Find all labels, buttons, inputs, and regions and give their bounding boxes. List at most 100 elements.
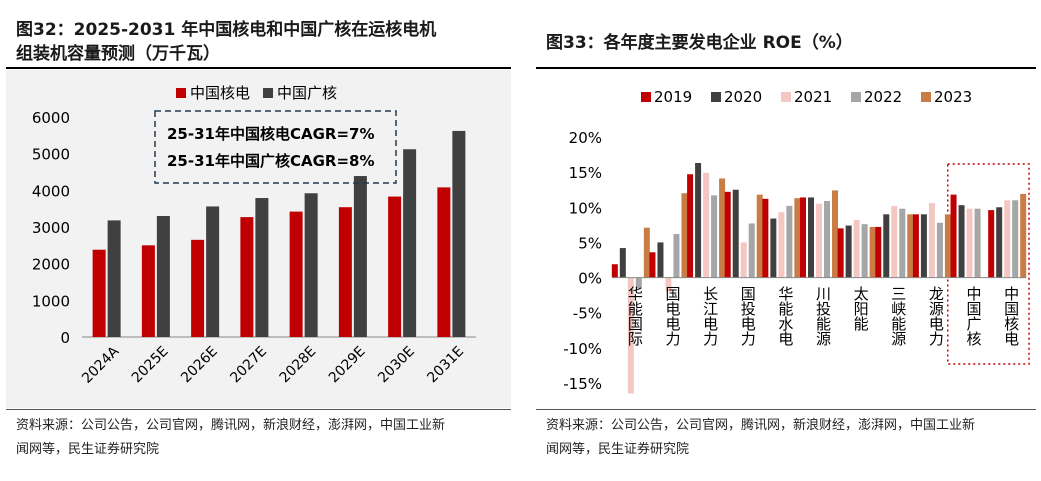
bar-2020 [695,163,702,278]
bar-2022 [974,208,981,278]
highlight-box [946,163,1030,365]
y-tick-label: 2000 [32,256,70,274]
right-source: 资料来源：公司公告，公司官网，腾讯网，新浪财经，澎湃网，中国工业新 闻网等，民生… [546,414,1036,462]
legend-swatch [641,92,651,102]
bar-2022 [673,233,680,278]
y-tick-label: -10% [563,340,602,358]
x-tick-label: 龙源电力 [927,286,945,347]
left-source-line1: 资料来源：公司公告，公司官网，腾讯网，新浪财经，澎湃网，中国工业新 [16,418,446,433]
bar-2019 [950,194,957,278]
cagr-annotation-box [154,110,397,184]
bar-2022 [824,200,830,278]
x-tick-label: 2026E [178,343,221,386]
bar-2021 [1004,200,1011,278]
bar-2021 [665,277,672,292]
bar-2020 [770,218,777,278]
bar-2019 [724,191,731,278]
y-tick-label: 1000 [32,292,70,310]
x-tick-label: 国投电力 [739,286,757,347]
bar-2019 [649,252,656,278]
bar-2022 [711,195,718,278]
y-tick-label: 15% [569,164,602,182]
bar-2021 [891,205,898,278]
bar-2023 [681,193,688,278]
right-chart: 20% 15% 10% 5% 0% -5% -10% -15% 2019 2020 2021 2022… [563,88,1030,394]
right-title-rule [536,67,1036,69]
bar-cnnp [289,211,303,337]
left-panel: 图32：2025-2031 年中国核电和中国广核在运核电机 组装机容量预测（万千… [0,0,512,481]
x-tick-label: 川投能源 [814,286,832,346]
bar-2022 [786,205,793,278]
bar-2019 [875,226,882,278]
bar-2019 [611,264,618,278]
legend-label: 2020 [724,88,762,106]
bar-2020 [657,242,664,278]
bar-cgn [452,130,466,337]
y-tick-label: 20% [569,129,602,147]
bar-2020 [958,205,965,278]
bar-2021 [928,203,935,278]
bar-cgn [255,198,269,337]
legend-swatch [851,92,861,102]
x-tick-label: 2024A [79,343,123,387]
right-source-line1: 资料来源：公司公告，公司官网，腾讯网，新浪财经，澎湃网，中国工业新 [546,418,976,433]
left-source-line2: 闻网等，民生证券研究院 [16,442,160,457]
bar-cnnp [388,196,402,337]
bar-2019 [988,210,995,278]
legend-label: 2023 [934,88,972,106]
bar-2023 [944,214,951,278]
bar-2023 [719,178,726,278]
bar-cgn [206,206,220,337]
x-tick-label: 2025E [129,343,172,386]
x-tick-label: 2031E [424,343,467,386]
y-tick-label: 0 [60,329,70,347]
y-tick-label: 5% [578,234,602,252]
bar-2021 [816,203,822,278]
y-tick-label: 10% [569,199,602,217]
bar-2021 [778,212,785,278]
x-tick-label: 国电电力 [663,286,681,347]
bar-2022 [1012,200,1019,278]
bar-2023 [643,227,650,278]
bar-2020 [732,189,739,278]
legend-swatch [921,92,931,102]
bar-2020 [996,207,1003,278]
bar-cnnp [240,217,254,337]
x-tick-label: 2028E [277,343,320,386]
legend-swatch [781,92,791,102]
cagr-annotation-text: 25-31年中国核电CAGR=7% [167,125,375,143]
bar-cgn [403,149,417,337]
bar-2023 [794,198,801,278]
y-tick-label: 5000 [32,146,70,164]
bar-2019 [837,228,844,278]
x-tick-label: 太阳能 [852,286,870,332]
x-tick-label: 三峡能源 [889,286,907,346]
bar-cgn [353,176,367,337]
bar-cgn [107,220,121,337]
cagr-annotation-text: 25-31年中国广核CAGR=8% [167,152,375,170]
x-tick-label: 2029E [326,343,369,386]
bar-2023 [907,214,914,278]
bar-2020 [808,197,814,278]
bar-2020 [883,214,890,278]
x-tick-label: 长江电力 [701,286,719,347]
bar-cnnp [141,245,155,337]
left-source-rule [6,409,511,410]
bar-cnnp [191,239,205,337]
legend-label: 2021 [794,88,832,106]
y-tick-label: 4000 [32,182,70,200]
legend-label: 2019 [654,88,692,106]
bar-2022 [861,224,868,278]
bar-2021 [740,242,747,278]
bar-2023 [1020,193,1027,278]
bar-2023 [756,194,763,278]
bar-2022 [635,277,642,289]
left-chart: 0 1000 2000 3000 4000 5000 6000 2024A 2025E 2026E… [32,84,476,387]
bar-2023 [869,226,876,278]
legend-label: 中国广核 [277,84,337,102]
x-tick-label: 华能国际 [626,286,644,347]
bar-2021 [627,277,634,394]
left-source: 资料来源：公司公告，公司官网，腾讯网，新浪财经，澎湃网，中国工业新 闻网等，民生… [16,414,506,462]
y-tick-label: 3000 [32,219,70,237]
bar-cnnp [92,249,106,337]
